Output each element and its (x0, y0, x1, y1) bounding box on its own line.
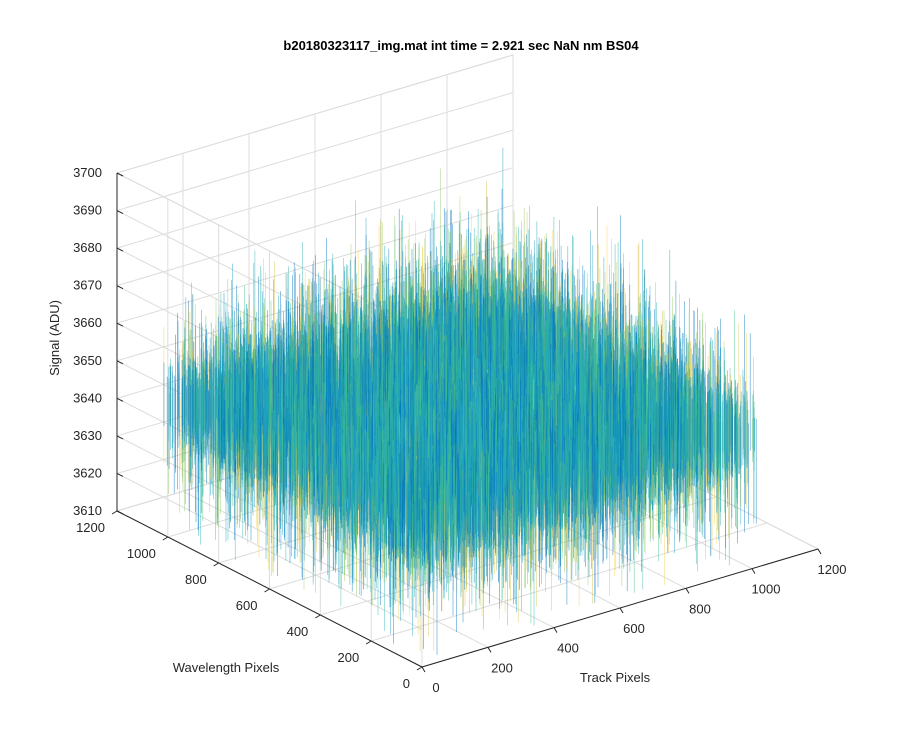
wall-grid-z (116, 172, 423, 330)
wall-grid-z (116, 54, 514, 174)
surface-noise (163, 147, 757, 655)
wall-grid-z (116, 204, 514, 324)
wall-grid-z (116, 92, 514, 212)
wall-grid-z (116, 129, 514, 249)
wall-grid-z (116, 167, 514, 287)
